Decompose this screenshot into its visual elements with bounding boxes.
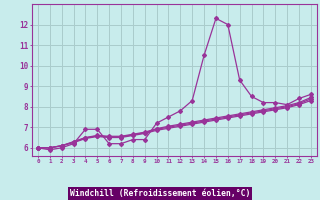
Text: Windchill (Refroidissement éolien,°C): Windchill (Refroidissement éolien,°C) <box>70 189 250 198</box>
